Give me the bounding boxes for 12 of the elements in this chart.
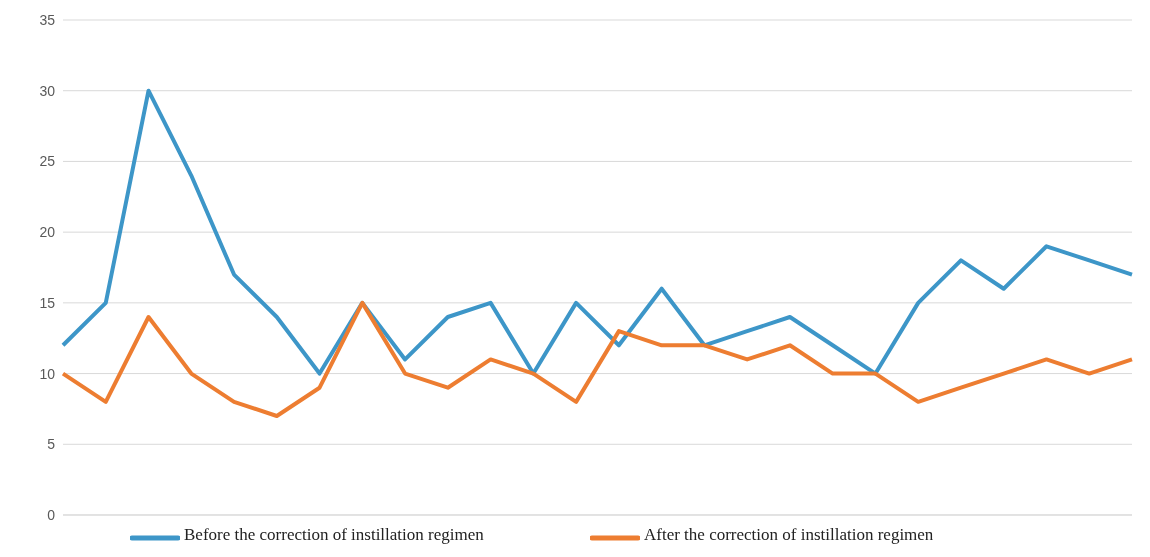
- line-series: [61, 300, 1134, 418]
- y-tick-label: 30: [39, 82, 56, 99]
- y-tick-label: 35: [39, 11, 56, 28]
- y-tick-label: 20: [39, 224, 56, 241]
- legend-label: Before the correction of instillation regimen: [184, 525, 485, 545]
- y-tick-label: 0: [47, 506, 56, 523]
- y-tick-label: 15: [39, 294, 56, 311]
- line-series: [61, 88, 1134, 376]
- y-tick-label: 25: [39, 153, 56, 170]
- y-tick-label: 10: [39, 365, 56, 382]
- legend-label: After the correction of instillation regimen: [644, 525, 935, 545]
- y-tick-label: 5: [47, 436, 56, 453]
